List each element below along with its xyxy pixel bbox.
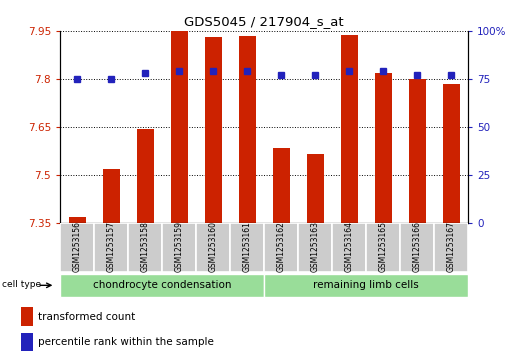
Bar	[332, 223, 366, 272]
Bar	[162, 223, 196, 272]
Title: GDS5045 / 217904_s_at: GDS5045 / 217904_s_at	[184, 15, 344, 28]
Bar	[170, 30, 188, 223]
Bar	[408, 79, 426, 223]
Bar	[340, 35, 358, 223]
Text: remaining limb cells: remaining limb cells	[313, 280, 419, 290]
Bar	[230, 223, 264, 272]
Bar	[400, 223, 434, 272]
Bar	[366, 223, 400, 272]
Text: GSM1253163: GSM1253163	[311, 221, 320, 272]
Bar	[298, 223, 332, 272]
Bar	[60, 223, 94, 272]
Bar	[69, 217, 86, 223]
Text: GSM1253159: GSM1253159	[175, 221, 184, 272]
Bar	[264, 223, 298, 272]
Bar	[238, 36, 256, 223]
Text: GSM1253165: GSM1253165	[379, 221, 388, 272]
Bar	[204, 37, 222, 223]
Bar	[103, 169, 120, 223]
Bar	[272, 148, 290, 223]
Text: cell type: cell type	[2, 280, 41, 289]
Bar	[94, 223, 128, 272]
Text: percentile rank within the sample: percentile rank within the sample	[38, 337, 214, 347]
Bar	[20, 307, 33, 326]
Bar	[60, 274, 264, 297]
Text: GSM1253166: GSM1253166	[413, 221, 422, 272]
Text: transformed count: transformed count	[38, 312, 135, 322]
Text: GSM1253162: GSM1253162	[277, 221, 286, 272]
Text: GSM1253156: GSM1253156	[73, 221, 82, 272]
Bar	[196, 223, 230, 272]
Bar	[128, 223, 162, 272]
Text: GSM1253158: GSM1253158	[141, 221, 150, 272]
Text: GSM1253164: GSM1253164	[345, 221, 354, 272]
Bar	[374, 73, 392, 223]
Bar	[137, 129, 154, 223]
Text: chondrocyte condensation: chondrocyte condensation	[93, 280, 231, 290]
Text: GSM1253160: GSM1253160	[209, 221, 218, 272]
Bar	[306, 154, 324, 223]
Bar	[264, 274, 468, 297]
Bar	[434, 223, 468, 272]
Bar	[20, 333, 33, 351]
Text: GSM1253157: GSM1253157	[107, 221, 116, 272]
Text: GSM1253167: GSM1253167	[447, 221, 456, 272]
Text: GSM1253161: GSM1253161	[243, 221, 252, 272]
Bar	[442, 84, 460, 223]
